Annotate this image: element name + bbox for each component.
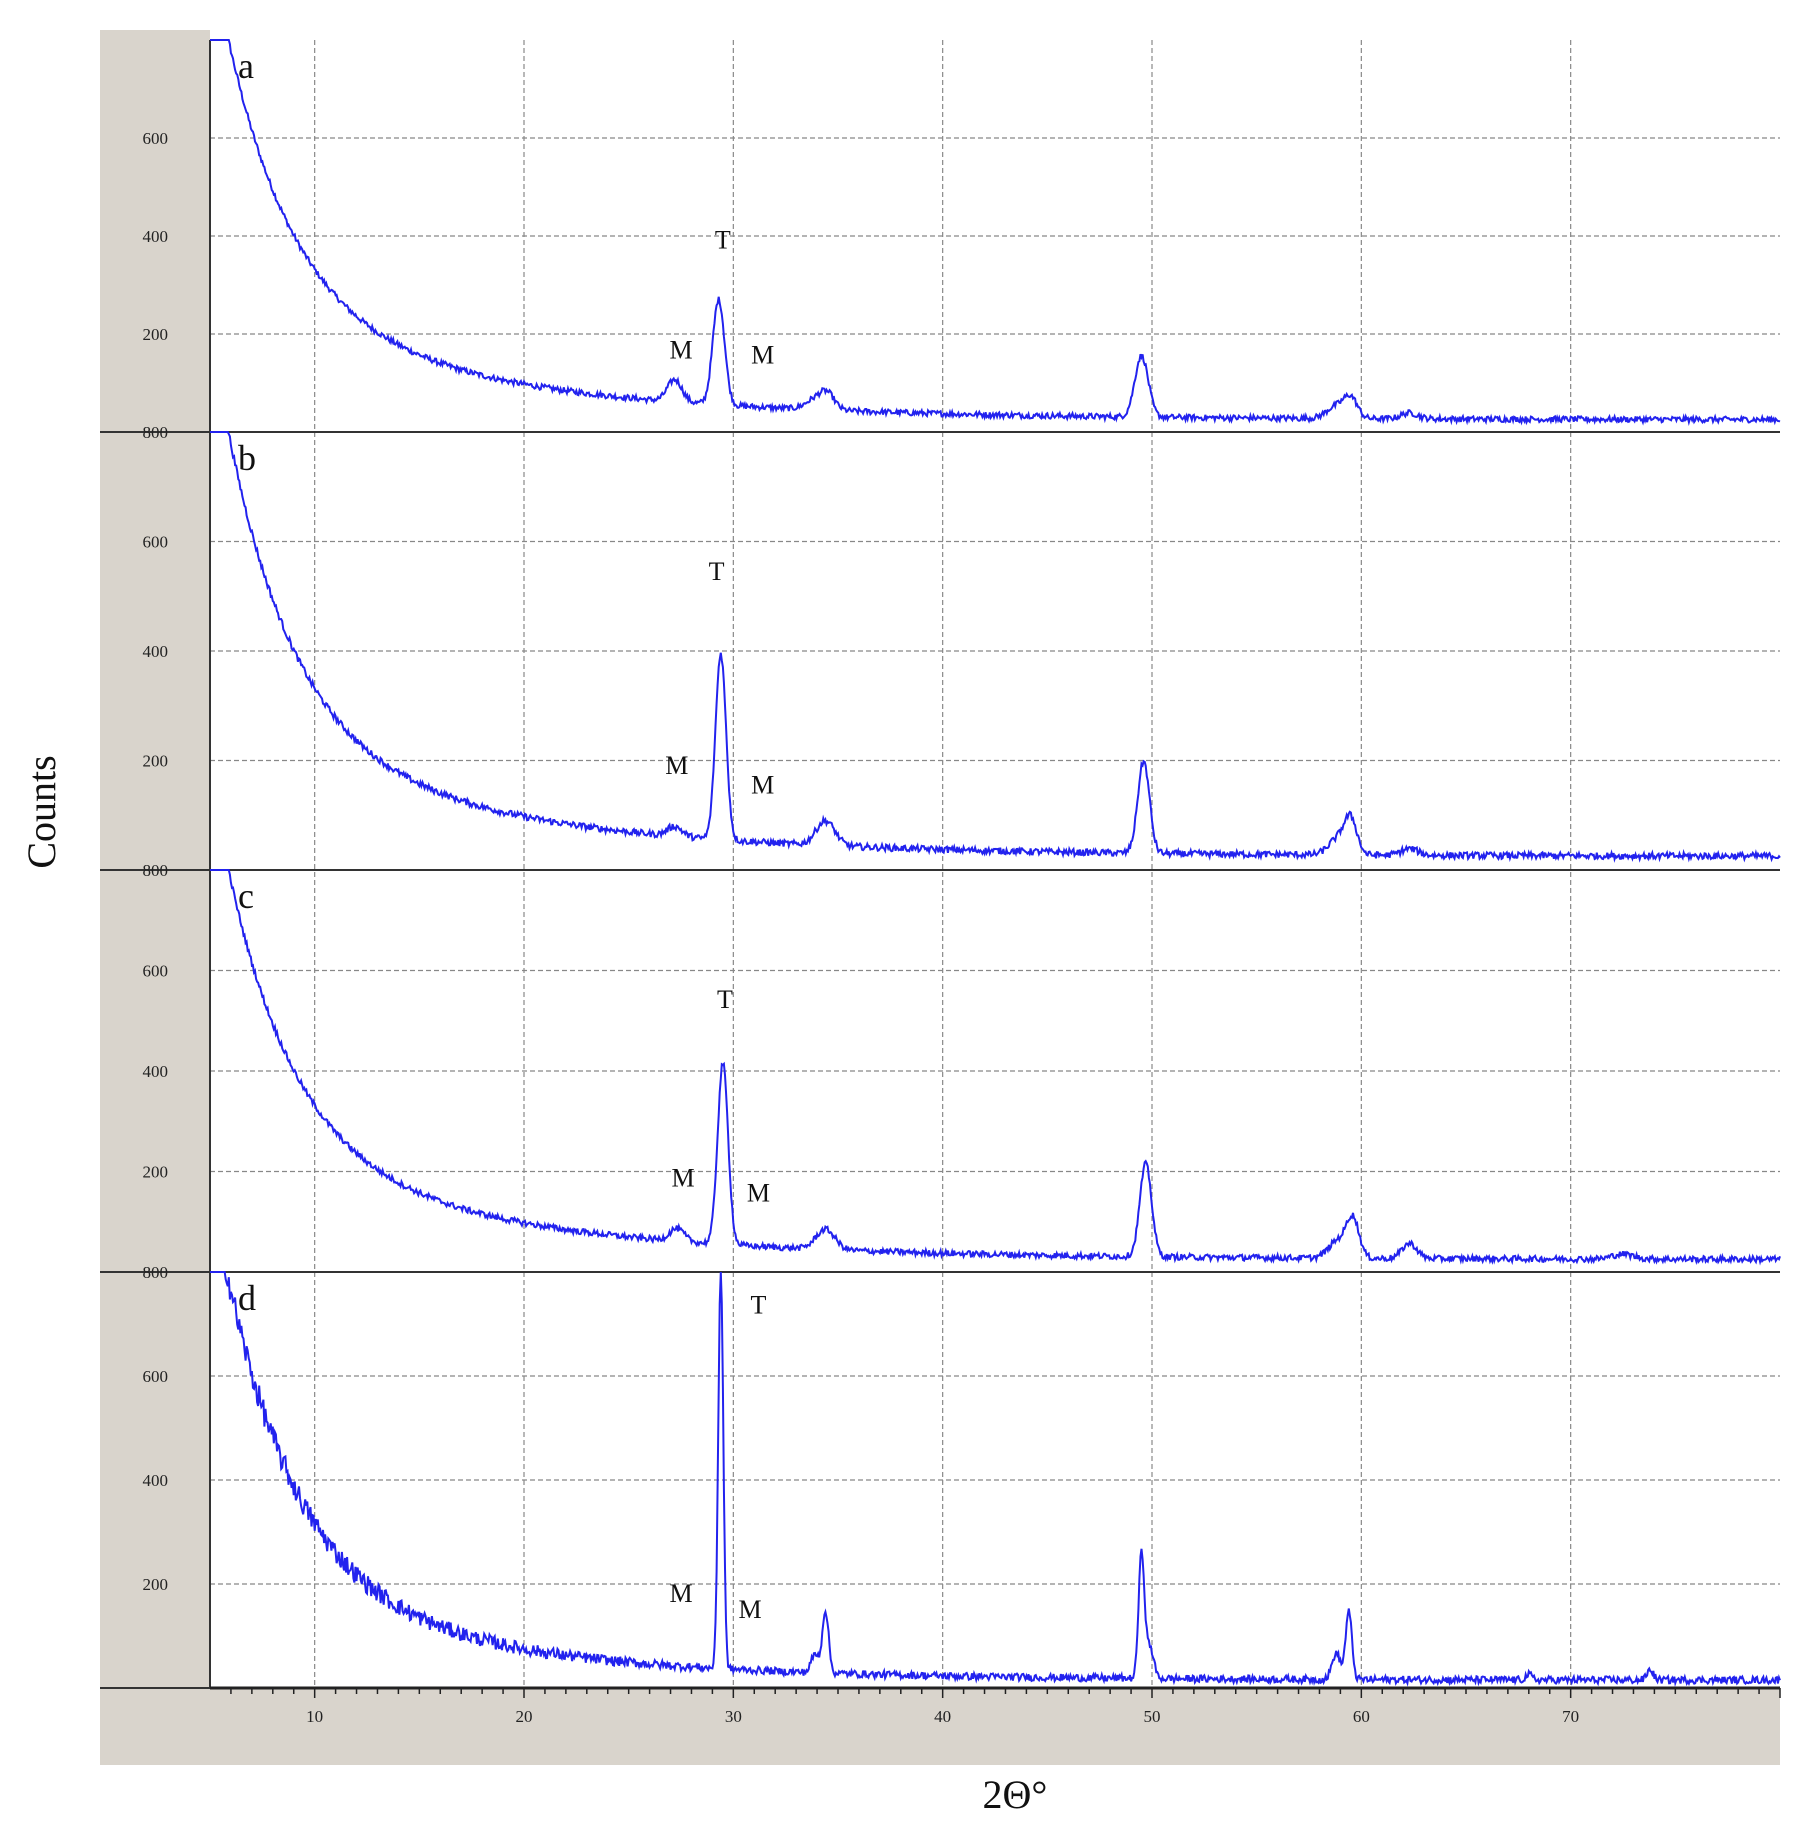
x-tick-label: 60 — [1353, 1707, 1370, 1726]
x-tick-label: 20 — [516, 1707, 533, 1726]
phase-label-M: M — [747, 1179, 770, 1208]
plot-white-area — [210, 30, 1780, 1765]
xrd-pattern-b — [210, 431, 1781, 863]
grid-lines — [210, 40, 1780, 1688]
y-tick-label: 400 — [143, 1471, 169, 1490]
x-tick-label: 50 — [1144, 1707, 1161, 1726]
panel-c: c T M M — [100, 869, 1781, 1273]
panel-label-a: a — [238, 46, 254, 86]
y-axis-title: Counts — [19, 755, 64, 868]
x-tick-label: 30 — [725, 1707, 742, 1726]
y-tick-label: 200 — [143, 752, 169, 771]
panel-label-b: b — [238, 438, 256, 478]
x-axis-strip — [100, 1688, 1780, 1765]
x-tick-label: 70 — [1562, 1707, 1579, 1726]
y-tick-label: 600 — [143, 129, 169, 148]
y-tick-label: 400 — [143, 642, 169, 661]
panel-label-c: c — [238, 876, 254, 916]
y-tick-label: 600 — [143, 962, 169, 981]
phase-label-T: T — [709, 557, 725, 586]
y-tick-label: 600 — [143, 533, 169, 552]
phase-label-T: T — [715, 225, 731, 254]
xrd-pattern-d — [210, 1271, 1781, 1687]
y-tick-label: 200 — [143, 1163, 169, 1182]
y-tick-label: 800 — [143, 1263, 169, 1282]
phase-label-M: M — [739, 1595, 762, 1624]
y-tick-label: 800 — [143, 861, 169, 880]
panel-label-d: d — [238, 1278, 256, 1318]
xrd-pattern-a — [210, 39, 1781, 427]
x-axis-title: 2Θ° — [983, 1772, 1048, 1817]
phase-label-M: M — [751, 770, 774, 799]
phase-label-M: M — [669, 336, 692, 365]
phase-label-T: T — [717, 985, 733, 1014]
y-tick-label: 800 — [143, 423, 169, 442]
y-tick-label: 600 — [143, 1367, 169, 1386]
phase-label-T: T — [751, 1291, 767, 1320]
phase-label-M: M — [672, 1164, 695, 1193]
panel-b: b T M M — [100, 431, 1781, 871]
xrd-pattern-c — [210, 869, 1781, 1266]
y-tick-label: 400 — [143, 1062, 169, 1081]
panel-a: a T M M — [100, 39, 1781, 433]
tick-labels: 200 400 600 200 400 600 800 200 400 600 800 200 400 6… — [143, 129, 1781, 1726]
y-tick-label: 200 — [143, 325, 169, 344]
x-tick-label: 40 — [934, 1707, 951, 1726]
x-tick-label: 10 — [306, 1707, 323, 1726]
phase-label-M: M — [665, 751, 688, 780]
phase-label-M: M — [669, 1579, 692, 1608]
y-tick-label: 400 — [143, 227, 169, 246]
phase-label-M: M — [751, 340, 774, 369]
y-tick-label: 200 — [143, 1575, 169, 1594]
